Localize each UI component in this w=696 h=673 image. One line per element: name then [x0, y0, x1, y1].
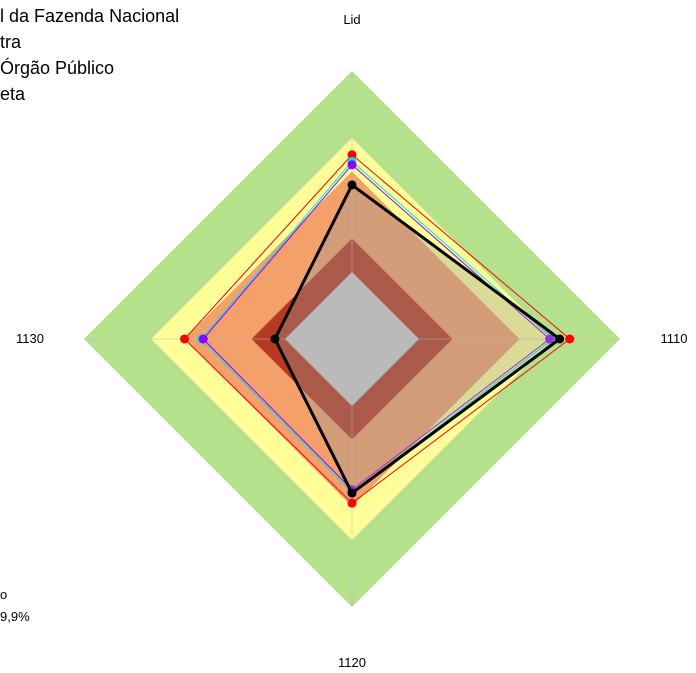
footnote-line-1: o	[0, 587, 7, 602]
data-point-1130	[270, 334, 280, 344]
data-point-lid	[347, 160, 357, 170]
data-point-1120	[347, 488, 357, 498]
legend-entry-4: eta	[0, 84, 26, 104]
legend-entry-1: l da Fazenda Nacional	[0, 6, 179, 26]
axis-label-1120: 1120	[338, 655, 366, 670]
legend-entry-2: tra	[0, 32, 22, 52]
axis-gridlines	[84, 71, 620, 607]
series-1	[180, 150, 575, 508]
axis-label-1130: 1130	[16, 331, 44, 346]
series-4	[270, 180, 565, 498]
data-point-lid	[347, 180, 357, 190]
axis-label-1110: 1110	[661, 331, 688, 346]
series-area	[274, 184, 560, 494]
data-point-1120	[347, 498, 357, 508]
data-point-lid	[347, 150, 357, 160]
axis-label-lid: Lid	[343, 12, 360, 27]
data-point-1110	[565, 334, 575, 344]
data-point-1130	[180, 334, 189, 344]
data-point-1110	[545, 334, 555, 344]
footnote-line-2: 9,9%	[0, 609, 30, 624]
legend-entry-3: Órgão Público	[0, 57, 114, 78]
data-point-1130	[198, 334, 208, 344]
data-point-1110	[555, 334, 565, 344]
data-series	[180, 150, 575, 508]
